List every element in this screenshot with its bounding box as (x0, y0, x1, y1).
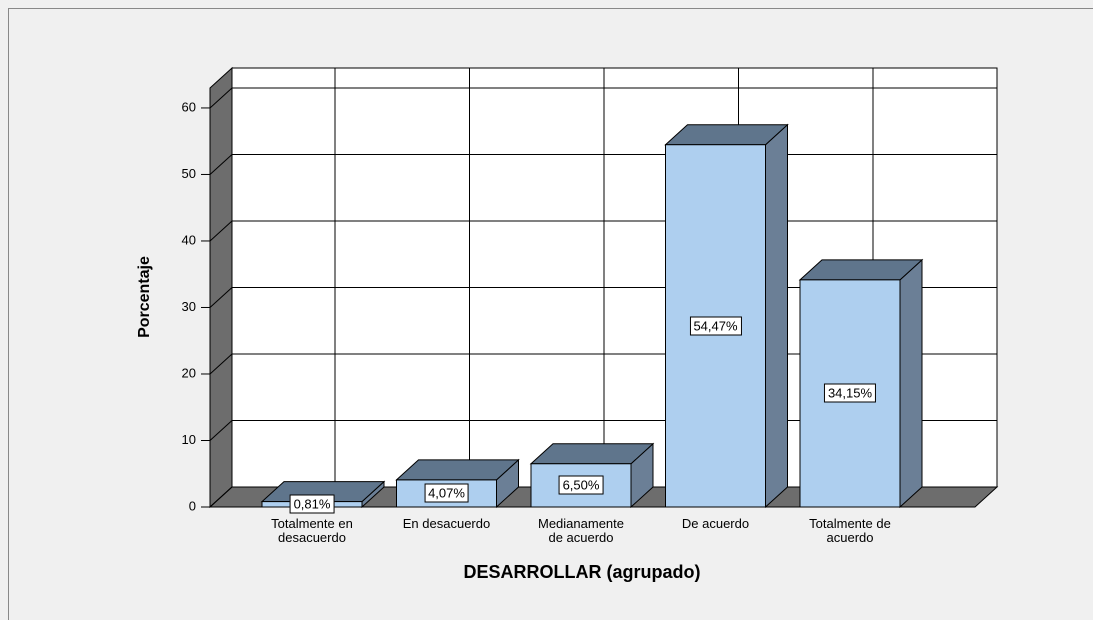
y-tick-label: 30 (182, 299, 196, 314)
left-wall (209, 66, 233, 509)
x-tick-label: Totalmente de acuerdo (809, 516, 891, 545)
grid-line-side (209, 220, 233, 242)
x-tick-label: Totalmente en desacuerdo (271, 516, 353, 545)
grid-line-side (209, 287, 233, 308)
x-tick-label: En desacuerdo (402, 516, 491, 531)
grid-line-side (209, 420, 233, 441)
x-tick-label: Medianamente de acuerdo (538, 516, 624, 545)
y-tick-label: 20 (182, 365, 196, 380)
bar-top (395, 459, 520, 481)
y-tick-label: 40 (182, 232, 196, 247)
value-label: 6,50% (558, 475, 604, 495)
frame (8, 8, 1093, 620)
bar-top (529, 443, 655, 465)
bar-side (765, 123, 788, 509)
value-label: 54,47% (689, 316, 742, 336)
grid-line-side (209, 154, 233, 175)
x-tick-label: De acuerdo (681, 516, 750, 531)
grid-line-side (209, 87, 233, 109)
x-axis-label: DESARROLLAR (agrupado) (464, 562, 701, 582)
bar-side (899, 258, 923, 509)
y-tick-label: 60 (182, 99, 196, 114)
bar-top (798, 259, 924, 281)
y-axis-label: Porcentaje (136, 256, 153, 338)
y-tick-label: 0 (189, 498, 196, 513)
value-label: 0,81% (289, 494, 335, 514)
bar-top (664, 124, 789, 146)
y-tick-label: 50 (182, 166, 196, 181)
y-tick-label: 10 (182, 432, 196, 447)
value-label: 34,15% (823, 383, 877, 403)
grid-line-side (209, 353, 233, 375)
grid-line-side (209, 486, 233, 508)
value-label: 4,07% (424, 483, 469, 503)
